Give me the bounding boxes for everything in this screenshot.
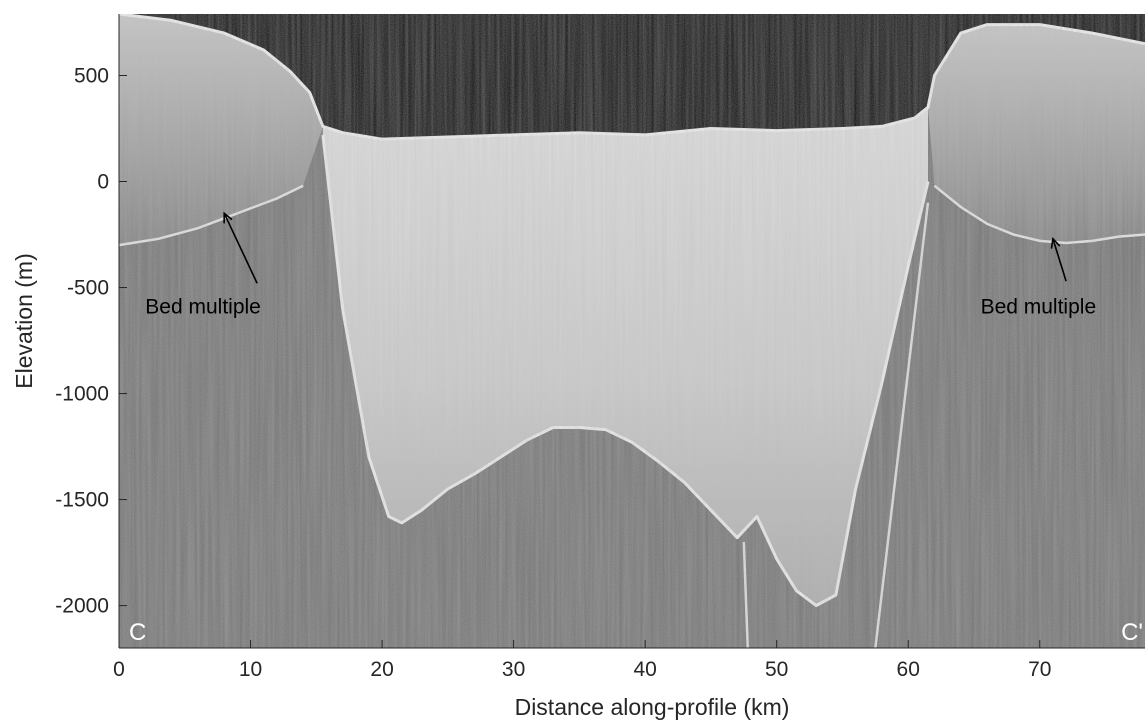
x-tick-label: 20 (370, 658, 393, 681)
x-tick-label: 30 (502, 658, 525, 681)
annotation-bed-multiple-right: Bed multiple (981, 296, 1097, 319)
annotations: Bed multiple Bed multiple (145, 211, 1097, 319)
annotation-arrowhead-left (223, 211, 233, 224)
y-tick-label: 500 (74, 64, 109, 87)
y-tick-labels: 500 0 -500 -1000 -1500 -2000 (55, 64, 109, 617)
annotation-arrowhead-right (1050, 237, 1061, 249)
annotation-arrow-left (223, 212, 258, 284)
x-tick-label: 10 (239, 658, 262, 681)
profile-label-end: C' (1121, 619, 1143, 646)
y-tick-label: -1000 (55, 383, 109, 406)
axis-ticks (118, 14, 1145, 649)
profile-label-start: C (129, 619, 146, 646)
y-tick-label: -2000 (55, 595, 109, 618)
x-tick-label: 40 (633, 658, 656, 681)
annotation-bed-multiple-left: Bed multiple (145, 296, 261, 319)
x-axis-label: Distance along-profile (km) (515, 694, 790, 720)
y-tick-label: -500 (67, 277, 109, 300)
y-axis-label: Elevation (m) (11, 253, 37, 388)
x-tick-label: 60 (897, 658, 920, 681)
y-tick-label: 0 (97, 171, 109, 194)
x-tick-label: 0 (113, 658, 125, 681)
annotation-arrow-right (1052, 238, 1067, 282)
x-tick-label: 70 (1028, 658, 1051, 681)
x-tick-labels: 0 10 20 30 40 50 60 70 (113, 658, 1051, 681)
y-tick-label: -1500 (55, 489, 109, 512)
x-tick-label: 50 (765, 658, 788, 681)
radar-streak-texture (119, 14, 1145, 648)
